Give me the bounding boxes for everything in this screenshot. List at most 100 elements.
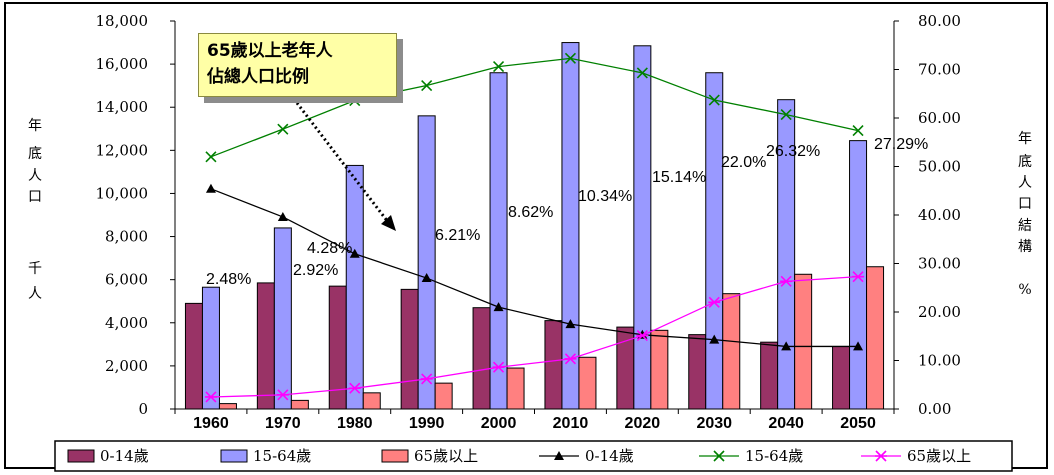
data-label-1970: 2.92% bbox=[293, 262, 338, 279]
line-marker-1-2020 bbox=[636, 67, 648, 79]
legend-label-3: 0-14歲 bbox=[585, 447, 634, 465]
bar-1-1990 bbox=[417, 115, 436, 410]
legend-label-4: 15-64歲 bbox=[745, 447, 803, 465]
line-marker-0-1980 bbox=[349, 248, 360, 258]
left-tick-label: 14,000 bbox=[96, 98, 149, 116]
right-axis-title-char: 口 bbox=[1018, 196, 1032, 212]
bar-0-2030 bbox=[688, 334, 707, 410]
right-tick-label: 10.00 bbox=[918, 352, 961, 370]
bar-0-1960 bbox=[184, 302, 203, 410]
data-label-2040: 26.32% bbox=[766, 143, 820, 160]
bar-1-2030 bbox=[705, 72, 724, 410]
line-marker-1-2000 bbox=[492, 61, 505, 73]
bar-1-1960 bbox=[201, 286, 220, 410]
data-labels-layer: 2.48% 2.92% 4.28% 6.21% 8.62% 10.34% 15.14% 22.… bbox=[206, 136, 928, 288]
bar-2-2010 bbox=[578, 356, 597, 410]
left-axis-title-char: 人 bbox=[28, 168, 42, 184]
axes-layer: 0 2,000 4,000 6,000 8,000 10,000 12,000 14,000 1… bbox=[28, 12, 1032, 432]
bar-2-2000 bbox=[506, 367, 525, 410]
right-axis-title-char: % bbox=[1018, 282, 1031, 298]
line-marker-1-1980 bbox=[349, 94, 361, 107]
bars-layer bbox=[184, 42, 885, 410]
left-axis-title-char: 底 bbox=[28, 146, 42, 162]
x-tick-label: 2030 bbox=[696, 415, 732, 432]
lines-layer bbox=[204, 52, 865, 403]
line-marker-0-2000 bbox=[493, 302, 504, 312]
left-axis-title-char: 千 bbox=[28, 261, 42, 277]
left-tick-label: 2,000 bbox=[105, 357, 148, 375]
line-marker-2-2050 bbox=[852, 271, 865, 283]
annotation-line-2: 佔總人口比例 bbox=[207, 67, 309, 87]
bar-2-1980 bbox=[362, 392, 381, 410]
line-marker-2-1970 bbox=[276, 389, 289, 401]
legend-swatch-2 bbox=[381, 449, 409, 463]
x-tick-label: 2000 bbox=[481, 415, 517, 432]
bar-0-2000 bbox=[472, 307, 491, 410]
line-marker-2-1960 bbox=[204, 391, 217, 403]
line-marker-2-1990 bbox=[420, 373, 433, 385]
line-series-0 bbox=[210, 188, 859, 348]
bar-1-2010 bbox=[561, 42, 580, 410]
line-marker-2-1980 bbox=[348, 382, 361, 394]
data-label-2000: 8.62% bbox=[508, 204, 553, 221]
bar-0-2050 bbox=[832, 345, 851, 410]
data-label-2010: 10.34% bbox=[578, 188, 632, 205]
right-axis-title-char: 年 bbox=[1018, 131, 1032, 147]
right-tick-label: 20.00 bbox=[918, 303, 961, 321]
line-marker-1-1990 bbox=[421, 79, 433, 92]
bar-1-2050 bbox=[849, 140, 868, 410]
line-marker-1-1970 bbox=[277, 123, 289, 135]
left-tick-label: 0 bbox=[138, 400, 148, 418]
line-marker-0-1990 bbox=[421, 273, 432, 283]
line-marker-0-2030 bbox=[709, 334, 720, 344]
bar-0-1970 bbox=[256, 282, 275, 410]
right-axis-title-char: 構 bbox=[1018, 239, 1032, 255]
legend-marker-4 bbox=[713, 450, 725, 462]
data-label-1960: 2.48% bbox=[206, 271, 251, 288]
bar-1-2000 bbox=[489, 72, 508, 410]
legend-label-1: 15-64歲 bbox=[253, 447, 311, 465]
right-axis-title-char: 結 bbox=[1018, 218, 1032, 234]
right-tick-label: 60.00 bbox=[918, 109, 961, 127]
legend-swatch-0 bbox=[67, 449, 95, 463]
line-marker-0-1960 bbox=[205, 183, 216, 193]
legend: 0-14歲 15-64歲 65歲以上 0-14歲 15-64歲 65歲以上 bbox=[54, 440, 1013, 472]
line-marker-0-2050 bbox=[853, 341, 864, 351]
left-tick-label: 16,000 bbox=[96, 55, 149, 73]
right-tick-label: 70.00 bbox=[918, 61, 961, 79]
right-tick-label: 30.00 bbox=[918, 255, 961, 273]
bar-0-2010 bbox=[544, 320, 563, 410]
left-tick-label: 18,000 bbox=[96, 12, 149, 30]
x-tick-label: 2040 bbox=[768, 415, 804, 432]
line-marker-1-1960 bbox=[205, 151, 217, 163]
bar-2-2050 bbox=[866, 266, 885, 410]
left-tick-label: 10,000 bbox=[96, 184, 149, 202]
right-axis-title-char: 人 bbox=[1018, 175, 1032, 191]
x-tick-label: 2010 bbox=[553, 415, 589, 432]
line-series-2 bbox=[210, 275, 859, 398]
x-tick-label: 2050 bbox=[840, 415, 876, 432]
line-marker-0-1970 bbox=[277, 211, 288, 221]
line-marker-1-2040 bbox=[780, 109, 792, 121]
data-label-1990: 6.21% bbox=[435, 227, 480, 244]
left-tick-label: 12,000 bbox=[96, 141, 149, 159]
line-marker-0-2010 bbox=[565, 319, 576, 329]
line-marker-1-2010 bbox=[564, 52, 577, 64]
legend-label-2: 65歲以上 bbox=[414, 447, 478, 465]
x-tick-label: 1980 bbox=[337, 415, 373, 432]
x-tick-label: 1990 bbox=[409, 415, 445, 432]
bar-1-2020 bbox=[633, 45, 652, 410]
bar-2-1970 bbox=[290, 399, 309, 410]
right-axis-title-char: 底 bbox=[1018, 154, 1032, 170]
left-axis-title-char: 年 bbox=[28, 118, 42, 134]
line-marker-1-2030 bbox=[708, 94, 720, 106]
legend-swatch-1 bbox=[220, 449, 248, 463]
line-marker-2-2000 bbox=[492, 361, 505, 373]
left-axis-title-char: 口 bbox=[28, 189, 42, 205]
annotation-callout: 65歲以上老年人 佔總人口比例 bbox=[198, 33, 397, 97]
line-marker-1-2050 bbox=[852, 125, 864, 137]
x-tick-label: 2020 bbox=[625, 415, 661, 432]
line-series-1 bbox=[210, 57, 859, 158]
data-label-2050: 27.29% bbox=[874, 136, 928, 153]
